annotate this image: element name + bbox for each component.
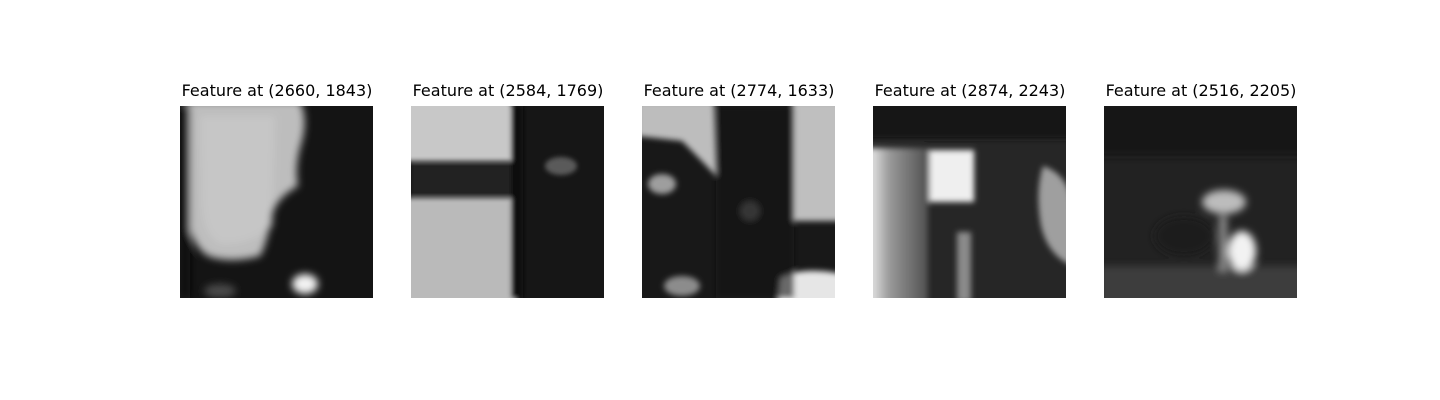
panel-title: Feature at (2516, 2205) [1105,81,1297,100]
feature-patch-image [642,106,835,298]
feature-patch-image [180,106,373,298]
panel-title: Feature at (2774, 1633) [643,81,835,100]
feature-patch-image [1104,106,1297,298]
feature-patch-image [411,106,604,298]
panel-title: Feature at (2584, 1769) [412,81,604,100]
panel-title: Feature at (2874, 2243) [874,81,1066,100]
feature-patch-image [873,106,1066,298]
panel-title: Feature at (2660, 1843) [181,81,373,100]
